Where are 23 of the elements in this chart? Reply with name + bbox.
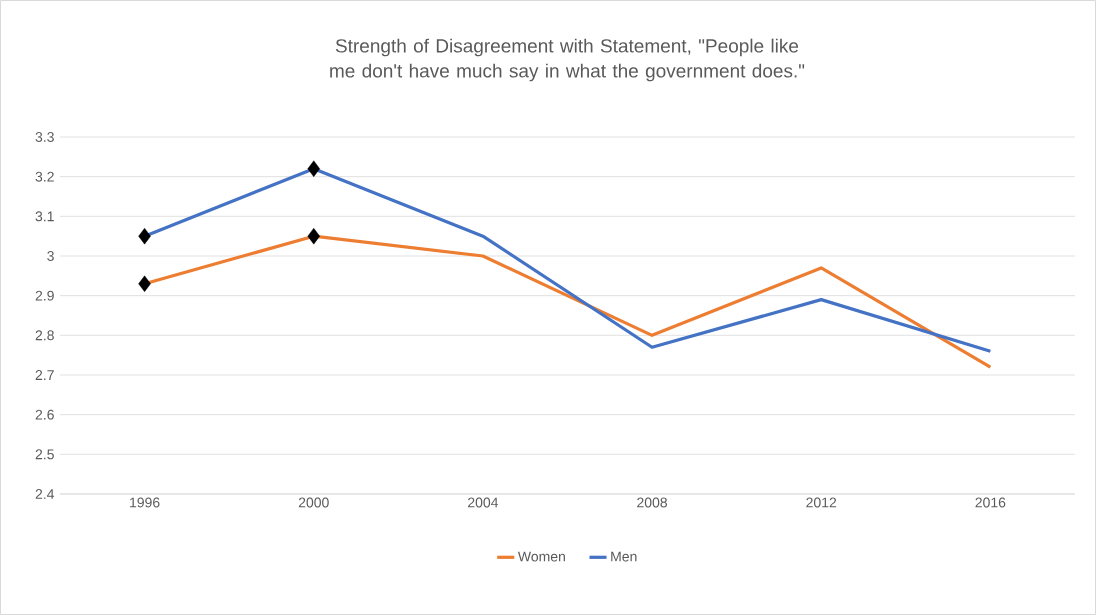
x-tick-label: 2004 bbox=[468, 497, 499, 508]
y-tick-label: 2.8 bbox=[35, 330, 54, 341]
chart-title: Strength of Disagreement with Statement, "People like me don't have much say in what the government does." bbox=[330, 38, 805, 82]
x-tick-label: 2008 bbox=[637, 497, 668, 508]
y-tick-label: 3 bbox=[47, 251, 54, 261]
x-tick-label: 2000 bbox=[298, 497, 329, 508]
y-tick-label: 2.4 bbox=[35, 489, 55, 499]
y-tick-label: 3.3 bbox=[35, 132, 54, 142]
legend-label: Women bbox=[517, 551, 565, 562]
point bbox=[138, 227, 151, 245]
y-tick-label: 3.1 bbox=[35, 211, 54, 222]
y-tick-label: 3.2 bbox=[35, 171, 54, 182]
x-tick-label: 1996 bbox=[130, 497, 160, 508]
point bbox=[307, 160, 320, 177]
legend-label: Men bbox=[611, 551, 637, 562]
y-tick-label: 2.9 bbox=[35, 290, 54, 301]
x-tick-label: 2012 bbox=[806, 497, 837, 508]
point bbox=[138, 275, 151, 292]
y-tick-label: 2.6 bbox=[35, 409, 54, 420]
x-tick-label: 2016 bbox=[975, 497, 1006, 508]
point bbox=[307, 227, 320, 245]
y-tick-label: 2.5 bbox=[35, 449, 54, 460]
y-tick-label: 2.7 bbox=[35, 370, 54, 380]
